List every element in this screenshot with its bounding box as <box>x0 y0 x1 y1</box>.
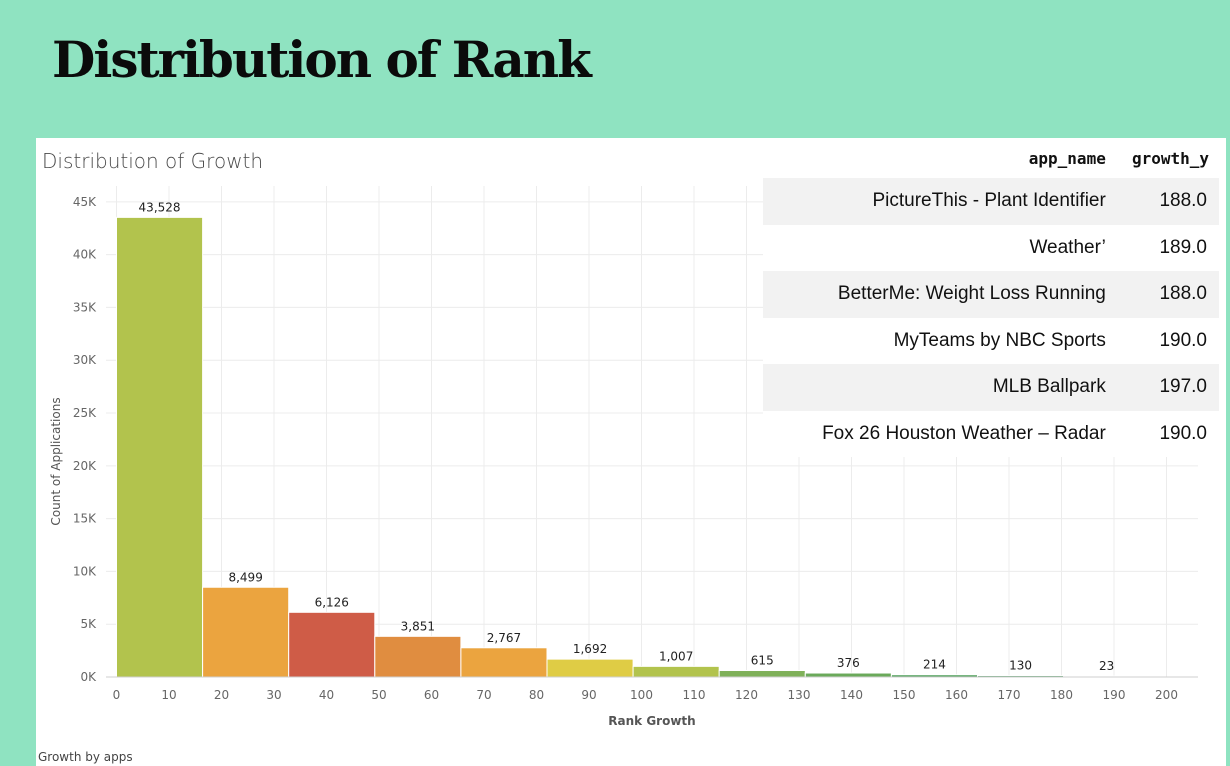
x-tick-label: 100 <box>630 688 653 702</box>
bar-value-label: 130 <box>1009 659 1032 673</box>
x-tick-label: 160 <box>945 688 968 702</box>
chart-caption: Growth by apps <box>38 750 133 764</box>
bar-value-label: 3,851 <box>401 619 435 633</box>
bar-value-label: 1,692 <box>573 642 607 656</box>
x-tick-label: 30 <box>266 688 281 702</box>
bar-value-label: 23 <box>1099 659 1114 673</box>
chart-title: Distribution of Growth <box>42 149 264 173</box>
x-tick-label: 140 <box>840 688 863 702</box>
slide-title: Distribution of Rank <box>52 30 592 89</box>
column-header-growth: growth_y <box>1115 138 1219 178</box>
x-tick-label: 190 <box>1103 688 1126 702</box>
y-tick-label: 35K <box>73 300 97 314</box>
y-tick-label: 45K <box>73 195 97 209</box>
x-tick-label: 60 <box>424 688 439 702</box>
histogram-bar <box>804 672 892 678</box>
bar-value-label: 1,007 <box>659 649 693 663</box>
table-row: MLB Ballpark 197.0 <box>763 364 1219 411</box>
growth-cell: 188.0 <box>1115 178 1219 225</box>
histogram-bar <box>374 635 462 678</box>
x-tick-label: 40 <box>319 688 334 702</box>
bar-value-label: 43,528 <box>139 200 181 214</box>
app-name-cell: PictureThis - Plant Identifier <box>763 178 1116 225</box>
y-tick-label: 15K <box>73 512 97 526</box>
x-tick-label: 110 <box>683 688 706 702</box>
histogram-bar <box>460 647 548 678</box>
axes: 0 10 20 30 40 50 60 70 80 90 100 110 120 130 140 150 160… <box>49 195 1198 728</box>
x-tick-label: 80 <box>529 688 544 702</box>
x-tick-label: 20 <box>214 688 229 702</box>
histogram-bar <box>116 216 204 678</box>
x-tick-label: 170 <box>998 688 1021 702</box>
growth-cell: 197.0 <box>1115 364 1219 411</box>
bar-value-label: 376 <box>837 656 860 670</box>
histogram-bar <box>288 611 376 678</box>
bar-value-label: 615 <box>751 654 774 668</box>
table-row: Weather’ 189.0 <box>763 224 1219 271</box>
column-header-app-name: app_name <box>763 138 1116 178</box>
histogram-chart: 43,528 8,499 6,126 3,851 2,767 1,692 1,007 615 3… <box>49 186 1198 728</box>
app-name-cell: Weather’ <box>763 224 1116 271</box>
x-tick-label: 180 <box>1050 688 1073 702</box>
y-tick-label: 5K <box>80 617 97 631</box>
app-name-cell: Fox 26 Houston Weather – Radar <box>763 410 1116 457</box>
histogram-bar <box>632 665 720 678</box>
table-row: PictureThis - Plant Identifier 188.0 <box>763 178 1219 225</box>
growth-cell: 189.0 <box>1115 224 1219 271</box>
x-axis-title: Rank Growth <box>608 714 695 728</box>
x-tick-label: 0 <box>113 688 121 702</box>
app-growth-table: app_name growth_y PictureThis - Plant Id… <box>763 138 1219 457</box>
table-row: Fox 26 Houston Weather – Radar 190.0 <box>763 410 1219 457</box>
y-tick-label: 20K <box>73 459 97 473</box>
y-tick-label: 25K <box>73 406 97 420</box>
x-tick-label: 70 <box>476 688 491 702</box>
bars <box>116 216 1151 678</box>
data-labels: 43,528 8,499 6,126 3,851 2,767 1,692 1,007 615 3… <box>139 200 1115 673</box>
histogram-bar <box>546 658 634 678</box>
bar-value-label: 2,767 <box>487 631 521 645</box>
x-tick-label: 90 <box>581 688 596 702</box>
app-name-cell: MLB Ballpark <box>763 364 1116 411</box>
x-tick-label: 10 <box>161 688 176 702</box>
bar-value-label: 8,499 <box>228 570 262 584</box>
y-tick-label: 0K <box>80 670 97 684</box>
histogram-bar <box>202 586 290 678</box>
app-name-cell: BetterMe: Weight Loss Running <box>763 271 1116 318</box>
x-tick-label: 50 <box>371 688 386 702</box>
y-axis-title: Count of Applications <box>49 397 63 525</box>
table-header-row: app_name growth_y <box>763 138 1219 178</box>
chart-card: 43,528 8,499 6,126 3,851 2,767 1,692 1,007 615 3… <box>36 138 1226 766</box>
y-tick-label: 10K <box>73 564 97 578</box>
x-tick-label: 150 <box>893 688 916 702</box>
growth-cell: 190.0 <box>1115 317 1219 364</box>
app-name-cell: MyTeams by NBC Sports <box>763 317 1116 364</box>
x-tick-label: 120 <box>735 688 758 702</box>
y-tick-label: 30K <box>73 353 97 367</box>
histogram-bar <box>718 670 806 678</box>
growth-cell: 190.0 <box>1115 410 1219 457</box>
bar-value-label: 214 <box>923 658 946 672</box>
x-tick-label: 130 <box>788 688 811 702</box>
growth-cell: 188.0 <box>1115 271 1219 318</box>
y-tick-label: 40K <box>73 248 97 262</box>
x-tick-label: 200 <box>1155 688 1178 702</box>
table-row: MyTeams by NBC Sports 190.0 <box>763 317 1219 364</box>
table-row: BetterMe: Weight Loss Running 188.0 <box>763 271 1219 318</box>
bar-value-label: 6,126 <box>315 595 349 609</box>
